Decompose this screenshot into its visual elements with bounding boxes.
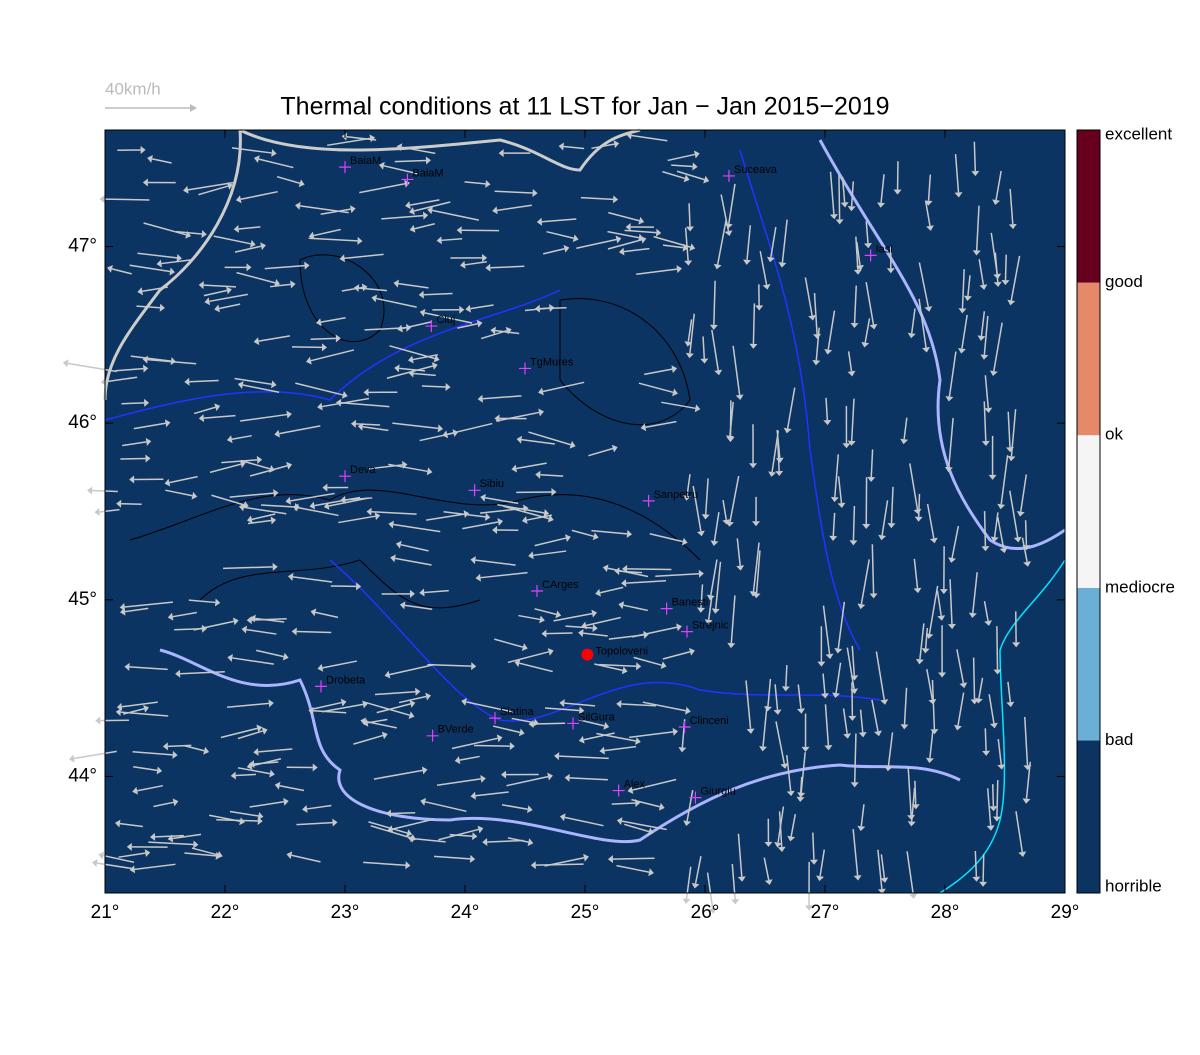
wind-arrow-head: [69, 755, 75, 763]
city-label: Alex: [624, 778, 646, 790]
x-tick-label: 21°: [91, 902, 120, 923]
wind-arrow: [121, 403, 144, 404]
wind-arrow: [627, 569, 671, 570]
colorbar-label: mediocre: [1105, 577, 1175, 596]
x-tick-label: 28°: [931, 902, 960, 923]
wind-arrow: [853, 506, 854, 540]
colorbar-label: good: [1105, 272, 1143, 291]
city-label: TgMures: [530, 356, 574, 368]
wind-arrow: [993, 784, 994, 806]
wind-arrow: [1006, 255, 1007, 281]
colorbar-segment: [1077, 435, 1100, 588]
city-label: Slatina: [500, 706, 535, 718]
wind-arrow-head: [95, 717, 100, 725]
wind-arrow: [613, 858, 655, 859]
city-label: Iasi: [876, 243, 893, 255]
wind-arrow: [1026, 520, 1027, 545]
wind-arrow-head: [94, 508, 99, 516]
wind-arrow-head: [98, 852, 104, 860]
wind-arrow: [422, 386, 446, 387]
x-tick-label: 27°: [811, 902, 840, 923]
city-label: Cluj: [436, 314, 455, 326]
wind-arrow: [534, 723, 566, 724]
wind-arrow: [985, 511, 986, 546]
scale-arrow-head: [190, 104, 197, 112]
y-tick-label: 45°: [68, 589, 97, 610]
colorbar-segment: [1077, 130, 1100, 283]
city-label: BaiaM: [350, 155, 381, 167]
colorbar-label: bad: [1105, 730, 1133, 749]
city-label: Sanpetru: [654, 489, 699, 501]
city-label: CArges: [542, 579, 579, 591]
wind-arrow: [997, 780, 998, 816]
wind-arrow: [540, 308, 567, 309]
city-label: Suceava: [734, 164, 778, 176]
wind-arrow: [536, 864, 584, 865]
wind-arrow: [474, 746, 510, 747]
wind-arrow: [311, 338, 336, 339]
city-label: Banesti: [672, 597, 709, 609]
site-marker: [581, 649, 593, 661]
wind-arrow: [997, 626, 998, 669]
x-tick-label: 25°: [571, 902, 600, 923]
wind-arrow: [297, 632, 332, 633]
colorbar-label: excellent: [1105, 124, 1172, 143]
wind-arrow: [839, 175, 840, 220]
wind-arrow: [104, 199, 149, 200]
title: Thermal conditions at 11 LST for Jan − J…: [280, 93, 889, 121]
city-label: Sibiu: [480, 478, 504, 490]
wind-arrow: [985, 728, 986, 751]
wind-arrow-head: [92, 859, 98, 867]
city-label: BaiaM: [412, 167, 443, 179]
wind-arrow-head: [909, 893, 917, 899]
wind-arrow-head: [731, 899, 739, 904]
wind-arrow-head: [63, 359, 69, 367]
wind-arrow-head: [87, 487, 92, 495]
city-label: BVerde: [438, 724, 474, 736]
wind-arrow: [786, 665, 787, 686]
wind-arrow: [975, 851, 976, 877]
city-label: Strejnic: [692, 620, 729, 632]
wind-arrow-head: [683, 898, 691, 903]
wind-arrow: [919, 494, 920, 517]
wind-arrow: [974, 658, 975, 700]
wind-arrow-head: [99, 195, 104, 203]
wind-arrow: [121, 504, 141, 505]
colorbar-segment: [1077, 740, 1100, 893]
wind-arrow: [689, 203, 690, 226]
wind-arrow: [915, 781, 916, 805]
wind-arrow: [546, 633, 572, 634]
x-tick-label: 29°: [1051, 902, 1080, 923]
y-tick-label: 44°: [68, 765, 97, 786]
y-tick-label: 47°: [68, 236, 97, 257]
city-label: SilGura: [578, 711, 616, 723]
wind-arrow: [391, 813, 415, 814]
site-label: Topoloveni: [595, 645, 648, 657]
colorbar-label: ok: [1105, 425, 1123, 444]
wind-arrow: [753, 303, 754, 343]
x-tick-label: 23°: [331, 902, 360, 923]
wind-arrow: [974, 142, 975, 171]
city-label: Deva: [350, 464, 377, 476]
scale-label: 40km/h: [105, 79, 161, 98]
colorbar-label: horrible: [1105, 876, 1162, 895]
city-label: Clinceni: [690, 715, 729, 727]
x-tick-label: 26°: [691, 902, 720, 923]
wind-arrow: [983, 854, 984, 882]
colorbar-segment: [1077, 283, 1100, 436]
x-tick-label: 24°: [451, 902, 480, 923]
x-tick-label: 22°: [211, 902, 240, 923]
wind-arrow: [120, 459, 145, 460]
colorbar-segment: [1077, 588, 1100, 741]
y-tick-label: 46°: [68, 412, 97, 433]
city-label: Drobeta: [326, 674, 366, 686]
city-label: Giurgiu: [700, 786, 735, 798]
